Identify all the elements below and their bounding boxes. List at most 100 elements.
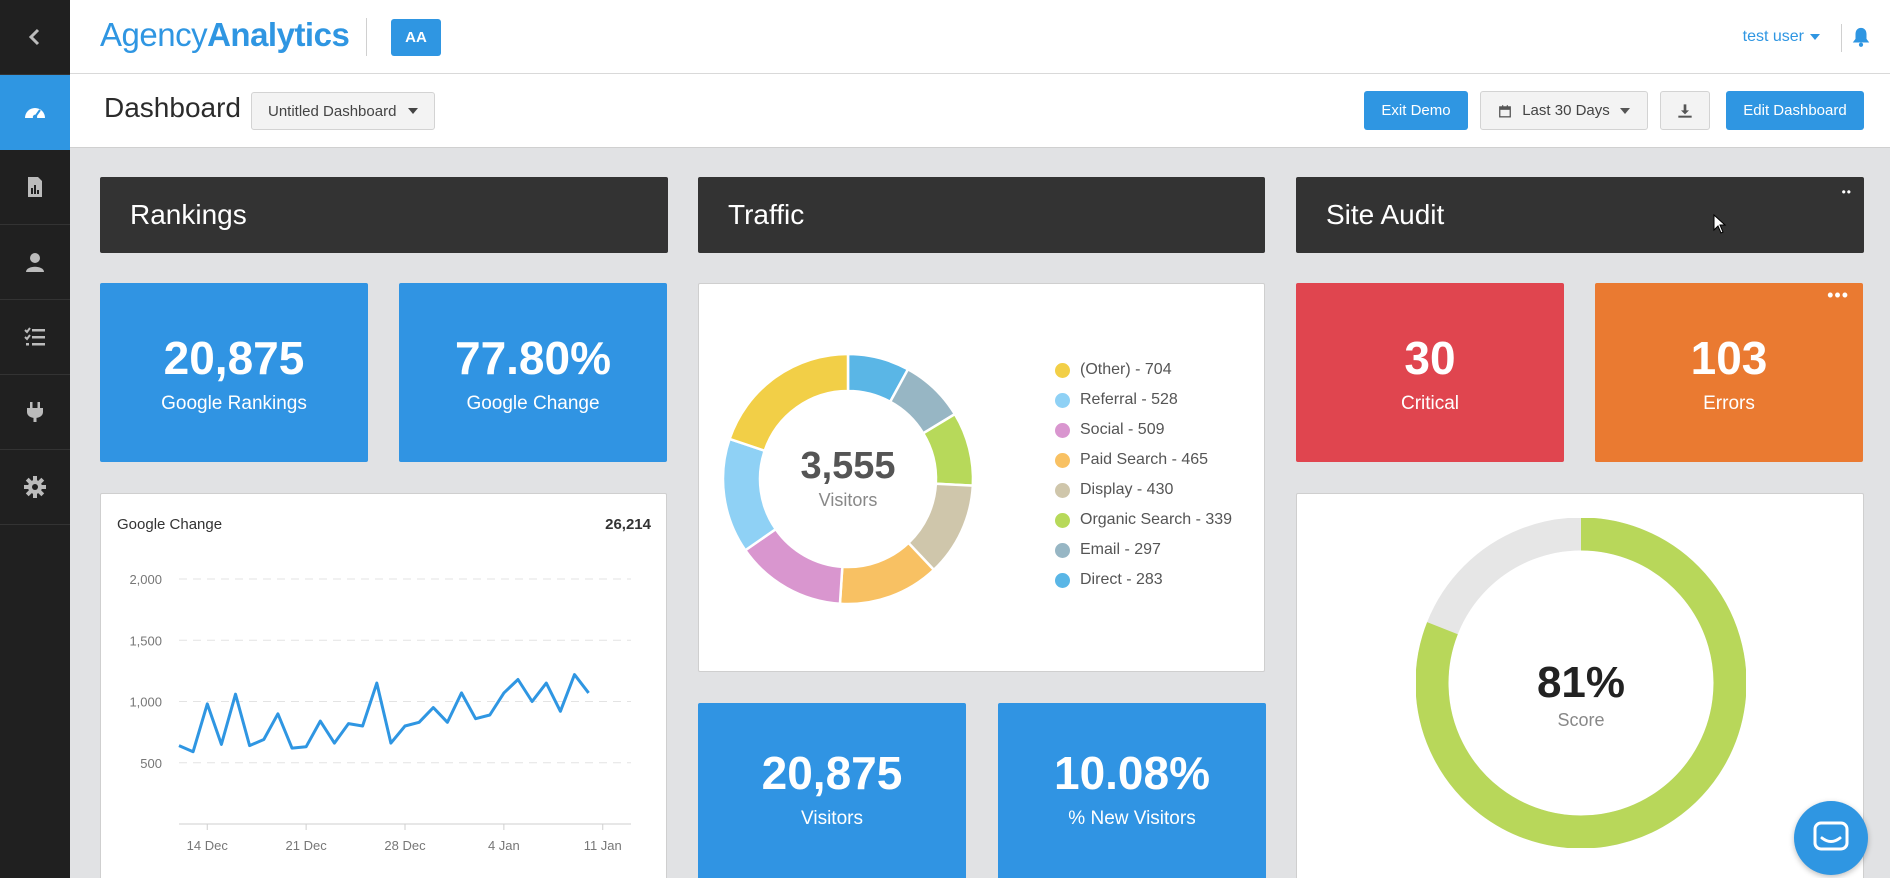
- page-header: Dashboard Untitled Dashboard Exit Demo L…: [70, 74, 1890, 148]
- date-range-label: Last 30 Days: [1522, 102, 1610, 119]
- edit-dashboard-button[interactable]: Edit Dashboard: [1726, 91, 1864, 130]
- legend-item[interactable]: (Other) - 704: [1055, 355, 1232, 385]
- score-ring-chart: [1416, 518, 1746, 848]
- more-icon[interactable]: ••: [1841, 185, 1852, 199]
- agency-badge[interactable]: AA: [391, 19, 441, 56]
- donut-slice[interactable]: [728, 352, 850, 453]
- sidebar-item-reports[interactable]: [0, 150, 70, 225]
- traffic-sources-card: 3,555 Visitors (Other) - 704 Referral - 5…: [698, 283, 1265, 672]
- traffic-legend: (Other) - 704 Referral - 528 Social - 509 P…: [1055, 355, 1232, 595]
- legend-swatch: [1055, 482, 1070, 498]
- plug-icon: [27, 402, 43, 422]
- google-change-tile[interactable]: 77.80% Google Change: [399, 283, 667, 462]
- line-chart: 500 1,000 1,500 2,000 14 Dec 21 Dec 28 Dec 4 Ja…: [129, 572, 631, 853]
- tile-label: Errors: [1703, 392, 1755, 414]
- dashboard-select-label: Untitled Dashboard: [268, 102, 397, 120]
- page-title: Dashboard: [104, 92, 241, 123]
- bell-icon[interactable]: [1850, 26, 1872, 48]
- calendar-icon: [1499, 104, 1512, 117]
- top-bar: AgencyAnalytics AA test user: [70, 0, 1890, 74]
- tile-label: Visitors: [801, 808, 863, 829]
- legend-item[interactable]: Referral - 528: [1055, 385, 1232, 415]
- tile-value: 20,875: [761, 747, 903, 799]
- tile-value: 77.80%: [454, 331, 611, 384]
- new-visitors-tile[interactable]: 10.08% % New Visitors: [998, 703, 1266, 878]
- logo[interactable]: AgencyAnalytics: [100, 16, 350, 54]
- legend-label: Organic Search - 339: [1080, 511, 1233, 528]
- download-icon: [1678, 103, 1692, 118]
- legend-item[interactable]: Organic Search - 339: [1055, 505, 1232, 535]
- user-menu[interactable]: test user: [1743, 28, 1820, 46]
- legend-label: Referral - 528: [1080, 391, 1178, 408]
- site-audit-title: Site Audit: [1326, 199, 1445, 230]
- dashboard-select[interactable]: Untitled Dashboard: [251, 92, 436, 130]
- legend-item[interactable]: Display - 430: [1055, 475, 1232, 505]
- chart-total: 26,214: [605, 516, 651, 533]
- x-tick-label: 28 Dec: [384, 838, 426, 853]
- legend-swatch: [1055, 572, 1070, 588]
- tile-label: Critical: [1400, 392, 1460, 414]
- score-center: 81% Score: [1481, 658, 1681, 731]
- legend-item[interactable]: Direct - 283: [1055, 565, 1232, 595]
- more-icon[interactable]: •••: [1827, 285, 1849, 305]
- sidebar-item-settings[interactable]: [0, 450, 70, 525]
- sidebar-item-integrations[interactable]: [0, 375, 70, 450]
- tile-label: Google Rankings: [161, 392, 307, 414]
- rankings-section-header: Rankings: [100, 177, 668, 253]
- chat-button[interactable]: [1794, 801, 1868, 875]
- download-button[interactable]: [1660, 91, 1710, 130]
- chevron-down-icon: [1810, 34, 1820, 40]
- logo-text-bold: Analytics: [207, 16, 350, 53]
- logo-divider: [366, 18, 367, 56]
- tile-value: 10.08%: [1053, 747, 1210, 799]
- google-change-chart-card: Google Change 26,214 500 1,000 1,500 2,000 1…: [100, 493, 667, 878]
- score-label: Score: [1557, 710, 1605, 730]
- tile-label: Google Change: [466, 392, 600, 414]
- mouse-cursor-icon: [1713, 214, 1727, 234]
- legend-label: Direct - 283: [1080, 571, 1163, 588]
- report-icon: [28, 177, 42, 197]
- x-tick-label: 14 Dec: [187, 838, 229, 853]
- y-tick-label: 2,000: [129, 572, 162, 587]
- sidebar-item-dashboard[interactable]: [0, 75, 70, 150]
- chevron-down-icon: [408, 108, 419, 114]
- tile-label: % New Visitors: [1068, 808, 1196, 829]
- chevron-down-icon: [1619, 107, 1630, 114]
- legend-swatch: [1055, 452, 1070, 468]
- sidebar-item-clients[interactable]: [0, 225, 70, 300]
- errors-tile[interactable]: ••• 103 Errors: [1595, 283, 1863, 462]
- legend-item[interactable]: Paid Search - 465: [1055, 445, 1232, 475]
- legend-swatch: [1055, 512, 1070, 528]
- exit-demo-button[interactable]: Exit Demo: [1364, 91, 1468, 130]
- divider: [1841, 24, 1842, 52]
- site-audit-section-header: Site Audit ••: [1296, 177, 1864, 253]
- y-tick-label: 500: [140, 756, 162, 771]
- site-audit-score-card: 81% Score: [1296, 493, 1864, 878]
- date-range-select[interactable]: Last 30 Days: [1480, 91, 1648, 130]
- visitors-tile[interactable]: 20,875 Visitors: [698, 703, 966, 878]
- y-tick-label: 1,000: [129, 695, 162, 710]
- tile-value: 20,875: [163, 331, 305, 384]
- checklist-icon: [24, 327, 45, 346]
- score-value: 81%: [1536, 658, 1626, 707]
- legend-swatch: [1055, 362, 1070, 378]
- sidebar-collapse-button[interactable]: [0, 0, 70, 75]
- legend-item[interactable]: Email - 297: [1055, 535, 1232, 565]
- critical-tile[interactable]: 30 Critical: [1296, 283, 1564, 462]
- google-rankings-tile[interactable]: 20,875 Google Rankings: [100, 283, 368, 462]
- sidebar-item-tasks[interactable]: [0, 300, 70, 375]
- x-tick-label: 11 Jan: [584, 838, 622, 853]
- traffic-donut-chart: [721, 352, 975, 606]
- gear-icon: [24, 476, 46, 498]
- donut-center-value: 3,555: [800, 445, 896, 487]
- sidebar: [0, 0, 70, 878]
- chevron-left-icon: [28, 28, 40, 46]
- tile-value: 30: [1404, 331, 1456, 384]
- chat-icon: [1813, 821, 1849, 851]
- user-icon: [26, 253, 44, 272]
- legend-label: Email - 297: [1080, 541, 1161, 558]
- traffic-section-header: Traffic: [698, 177, 1265, 253]
- donut-center-label: Visitors: [818, 490, 878, 510]
- logo-text-light: Agency: [100, 16, 208, 53]
- legend-item[interactable]: Social - 509: [1055, 415, 1232, 445]
